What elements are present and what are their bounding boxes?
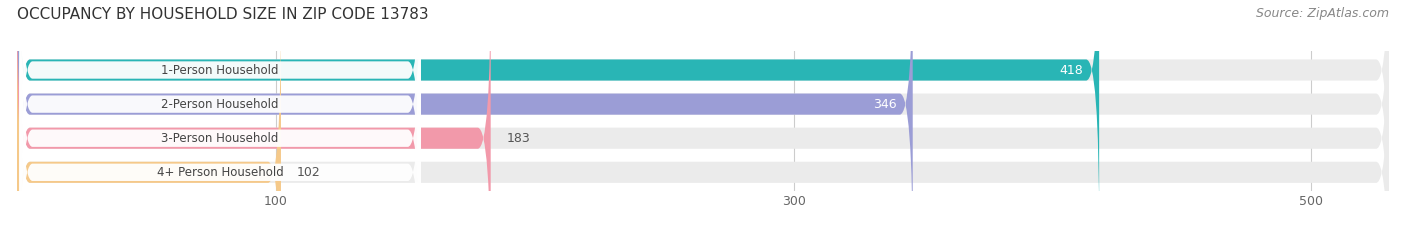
FancyBboxPatch shape — [17, 0, 1389, 230]
FancyBboxPatch shape — [20, 0, 420, 233]
FancyBboxPatch shape — [17, 0, 1389, 233]
FancyBboxPatch shape — [20, 0, 420, 233]
Text: 418: 418 — [1060, 64, 1084, 76]
Text: OCCUPANCY BY HOUSEHOLD SIZE IN ZIP CODE 13783: OCCUPANCY BY HOUSEHOLD SIZE IN ZIP CODE … — [17, 7, 429, 22]
FancyBboxPatch shape — [17, 0, 1389, 233]
FancyBboxPatch shape — [17, 0, 912, 233]
FancyBboxPatch shape — [17, 12, 1389, 233]
FancyBboxPatch shape — [17, 0, 1099, 230]
Text: 4+ Person Household: 4+ Person Household — [156, 166, 284, 179]
Text: 183: 183 — [506, 132, 530, 145]
Text: Source: ZipAtlas.com: Source: ZipAtlas.com — [1256, 7, 1389, 20]
FancyBboxPatch shape — [17, 12, 281, 233]
FancyBboxPatch shape — [17, 0, 491, 233]
Text: 1-Person Household: 1-Person Household — [162, 64, 278, 76]
Text: 3-Person Household: 3-Person Household — [162, 132, 278, 145]
Text: 102: 102 — [297, 166, 321, 179]
FancyBboxPatch shape — [20, 10, 420, 233]
Text: 346: 346 — [873, 98, 897, 111]
Text: 2-Person Household: 2-Person Household — [162, 98, 278, 111]
FancyBboxPatch shape — [20, 0, 420, 232]
